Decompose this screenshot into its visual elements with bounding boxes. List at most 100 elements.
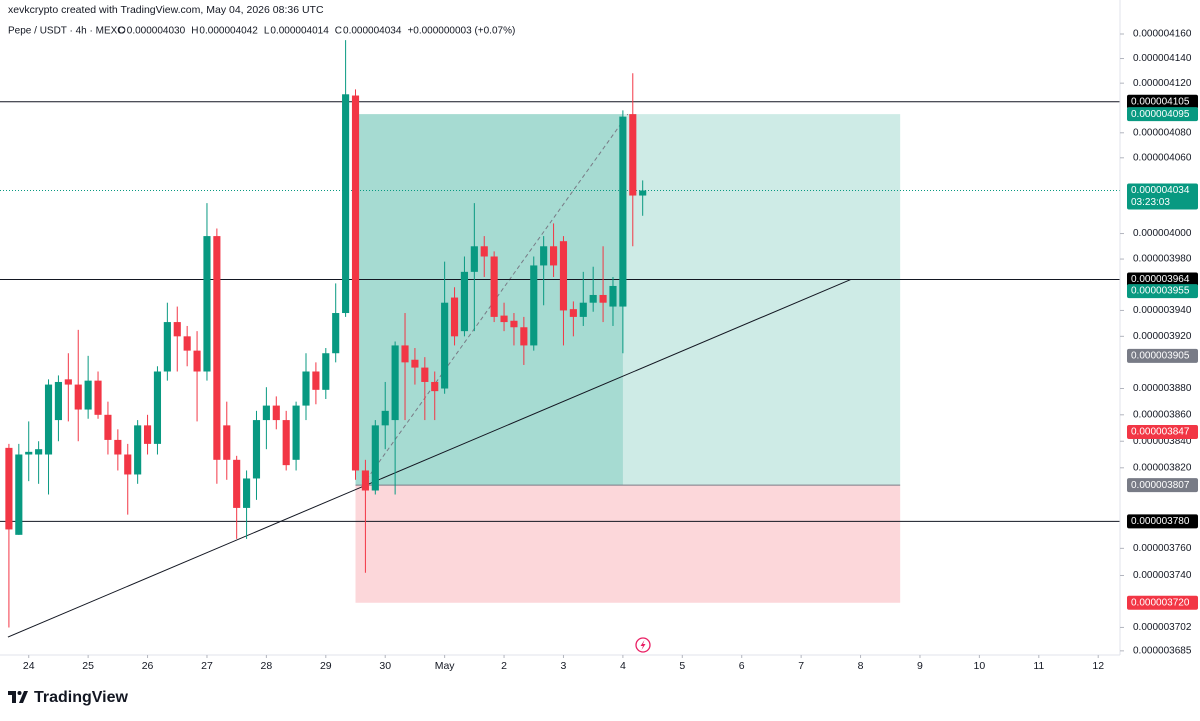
x-tick-label: 3 xyxy=(561,660,567,672)
candle-body xyxy=(332,313,340,354)
candle-body xyxy=(302,371,310,406)
x-tick-label: 27 xyxy=(201,660,213,672)
candle-body xyxy=(361,470,369,491)
candle-body xyxy=(183,336,191,351)
x-tick-label: 24 xyxy=(23,660,35,672)
price-label-bg xyxy=(1127,107,1198,122)
legend-key: H xyxy=(191,26,198,37)
legend-change: +0.000000003 (+0.07%) xyxy=(407,26,515,37)
price-label: 0.000004105 xyxy=(1131,96,1190,107)
price-label-bg xyxy=(1127,348,1198,363)
header: xevkcrypto created with TradingView.com,… xyxy=(8,4,324,16)
candle-body xyxy=(243,478,251,508)
candle-body xyxy=(599,294,607,303)
x-tick-label: 12 xyxy=(1092,660,1104,672)
y-tick-label: 0.000003860 xyxy=(1133,409,1192,420)
logo: TradingView xyxy=(8,689,129,706)
x-tick-label: 28 xyxy=(261,660,273,672)
candle-body xyxy=(173,322,181,337)
legend-value: 0.000004030 xyxy=(127,26,186,37)
price-label: 0.000003905 xyxy=(1131,350,1190,361)
candle-body xyxy=(470,246,478,272)
candle-body xyxy=(15,454,23,535)
price-label-bg xyxy=(1127,514,1198,529)
candle-body xyxy=(342,94,350,314)
price-label: 0.000003807 xyxy=(1131,480,1190,491)
candle-body xyxy=(233,459,241,508)
candle-body xyxy=(441,302,449,389)
candle-body xyxy=(44,384,53,455)
x-tick-label: 4 xyxy=(620,660,626,672)
candle-body xyxy=(272,405,280,421)
candle-body xyxy=(64,379,72,385)
x-tick-label: 6 xyxy=(739,660,745,672)
price-label: 0.000004095 xyxy=(1131,109,1190,120)
x-tick-label: 9 xyxy=(917,660,923,672)
candle-body xyxy=(421,367,429,382)
candle-body xyxy=(262,405,270,421)
event-icon xyxy=(635,637,651,653)
candle-body xyxy=(609,285,617,307)
candle-body xyxy=(292,405,300,460)
x-tick-label: 11 xyxy=(1033,660,1044,672)
price-label-bg xyxy=(1127,478,1198,493)
candle-body xyxy=(480,246,488,257)
candle-body xyxy=(213,236,221,460)
candle-body xyxy=(94,380,102,415)
candle-body xyxy=(312,371,320,390)
candle-body xyxy=(411,359,419,368)
candle-body xyxy=(391,345,399,421)
x-tick-label: 2 xyxy=(501,660,507,672)
price-label: 0.000003780 xyxy=(1131,516,1190,527)
y-tick-label: 0.000003880 xyxy=(1133,383,1192,394)
y-tick-label: 0.000003702 xyxy=(1133,622,1192,633)
x-tick-label: 26 xyxy=(142,660,154,672)
candle-body xyxy=(431,381,439,392)
legend: Pepe / USDT · 4h · MEXC O 0.000004030 H 0.0… xyxy=(8,26,515,37)
candle-body xyxy=(569,309,577,317)
candle-body xyxy=(143,425,152,444)
y-tick-label: 0.000003685 xyxy=(1133,645,1192,656)
candle-body xyxy=(500,315,508,323)
price-label-bg xyxy=(1127,595,1198,610)
candle-body xyxy=(579,302,587,317)
candle-body xyxy=(282,420,290,466)
price-label: 0.000004034 xyxy=(1131,185,1190,196)
candle-body xyxy=(460,271,469,332)
x-tick-label: 7 xyxy=(798,660,804,672)
y-tick-label: 0.000004080 xyxy=(1133,127,1192,138)
price-label-bg xyxy=(1127,94,1198,109)
y-tick-label: 0.000004060 xyxy=(1133,152,1192,163)
price-label: 0.000003847 xyxy=(1131,427,1190,438)
candle-body xyxy=(5,447,13,530)
legend-key: O xyxy=(118,26,126,37)
candle-body xyxy=(153,371,162,444)
legend-value: 0.000004042 xyxy=(199,26,258,37)
candle-body xyxy=(163,322,171,372)
candle-body xyxy=(401,345,409,363)
y-tick-label: 0.000003940 xyxy=(1133,305,1192,316)
profit-zone-filled xyxy=(355,114,623,486)
candle-body xyxy=(381,410,389,426)
price-label: 0.000003964 xyxy=(1131,274,1190,285)
candle-body xyxy=(371,425,379,491)
symbol: Pepe / USDT · 4h · MEXC xyxy=(8,26,125,37)
price-label-bg xyxy=(1127,183,1198,210)
candle-body xyxy=(84,380,92,410)
logo-text: TradingView xyxy=(34,689,129,706)
candle-body xyxy=(510,320,518,328)
candle-body xyxy=(114,439,122,455)
candle-body xyxy=(639,190,647,196)
x-tick-label: 29 xyxy=(320,660,332,672)
candle-body xyxy=(490,256,498,317)
candle-body xyxy=(351,95,360,471)
candle-body xyxy=(619,116,627,307)
y-tick-label: 0.000003760 xyxy=(1133,543,1192,554)
legend-value: 0.000004034 xyxy=(343,26,402,37)
candle-body xyxy=(322,353,330,390)
candle-body xyxy=(203,236,211,372)
y-tick-label: 0.000003840 xyxy=(1133,436,1192,447)
candle-body xyxy=(74,384,82,410)
x-tick-label: 10 xyxy=(974,660,986,672)
y-tick-label: 0.000003820 xyxy=(1133,462,1192,473)
